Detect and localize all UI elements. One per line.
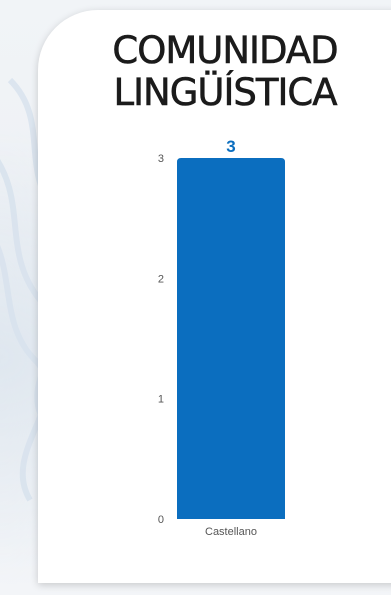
chart-title: COMUNIDAD LINGÜÍSTICA	[75, 29, 375, 114]
title-line-2: LINGÜÍSTICA	[113, 71, 338, 114]
title-line-1: COMUNIDAD	[112, 29, 339, 72]
